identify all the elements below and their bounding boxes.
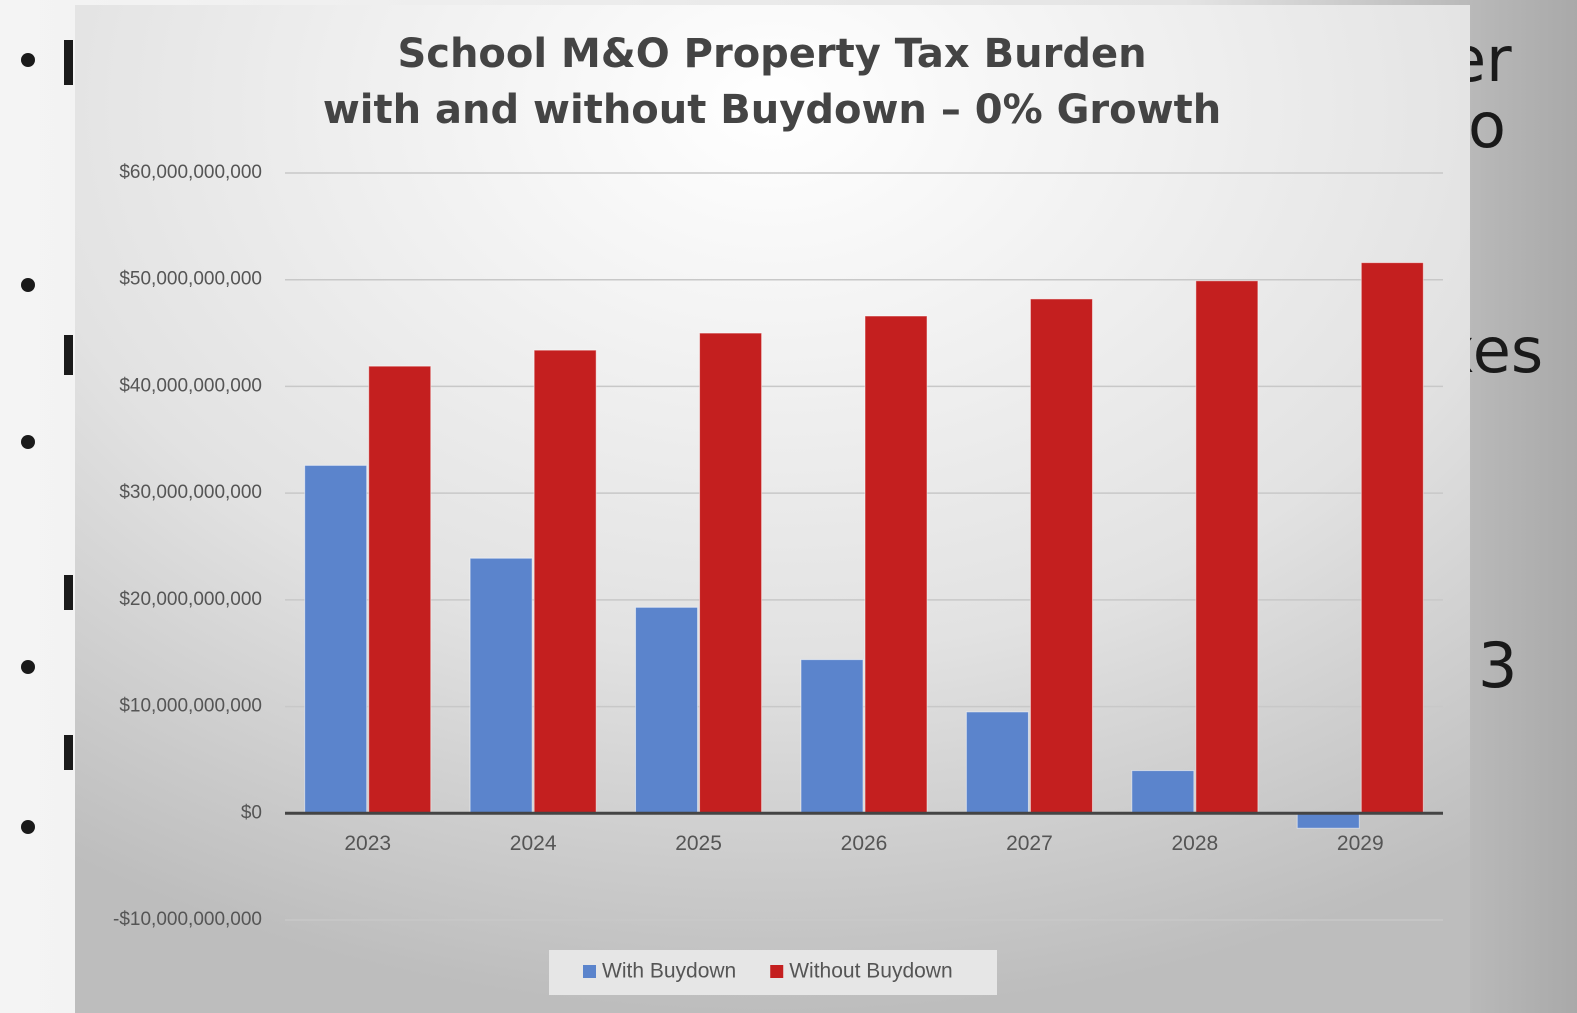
bullet	[21, 435, 35, 449]
letter-fragment	[64, 40, 73, 85]
bar	[1029, 298, 1093, 814]
chart-panel	[75, 5, 1470, 1013]
text-fragment: 3	[1478, 629, 1517, 702]
y-tick-label: $50,000,000,000	[119, 269, 262, 290]
text-fragment: o	[1468, 89, 1506, 162]
bullet	[21, 660, 35, 674]
letter-fragment	[64, 575, 73, 610]
plot: -$10,000,000,000 $0 $10,000,000,000 $20,000…	[113, 162, 1443, 995]
bullets	[21, 40, 73, 834]
y-tick-label: -$10,000,000,000	[113, 909, 262, 930]
bar	[699, 332, 763, 814]
legend-swatch	[583, 965, 596, 978]
x-tick-label: 2027	[1006, 832, 1053, 855]
bar	[1360, 262, 1424, 814]
legend-swatch	[770, 965, 784, 978]
bar	[1131, 770, 1195, 814]
bar	[533, 349, 597, 814]
chart-title: School M&O Property Tax Burden	[397, 31, 1146, 77]
y-tick-label: $10,000,000,000	[119, 696, 262, 717]
x-tick-label: 2029	[1337, 832, 1384, 855]
bar	[1296, 812, 1360, 829]
bar	[800, 659, 864, 814]
x-tick-label: 2028	[1171, 832, 1218, 855]
bar	[304, 464, 368, 814]
y-tick-label: $0	[241, 802, 262, 823]
bar	[368, 365, 432, 814]
x-tick-label: 2026	[841, 832, 888, 855]
bar	[635, 606, 699, 814]
bar	[965, 711, 1029, 814]
bar	[1195, 280, 1259, 814]
bullet	[21, 53, 35, 67]
chart-title: with and without Buydown – 0% Growth	[323, 87, 1221, 133]
y-tick-label: $20,000,000,000	[119, 589, 262, 610]
letter-fragment	[64, 335, 73, 375]
letter-fragment	[64, 735, 73, 770]
y-tick-label: $30,000,000,000	[119, 482, 262, 503]
y-tick-label: $40,000,000,000	[119, 375, 262, 396]
bullet	[21, 820, 35, 834]
legend-label: With Buydown	[602, 960, 736, 983]
bar	[469, 557, 533, 814]
y-tick-label: $60,000,000,000	[119, 162, 262, 183]
legend-label: Without Buydown	[789, 960, 952, 983]
x-tick-label: 2025	[675, 832, 722, 855]
bullet	[21, 278, 35, 292]
x-tick-label: 2024	[510, 832, 557, 855]
bar	[864, 315, 928, 814]
x-tick-label: 2023	[344, 832, 391, 855]
